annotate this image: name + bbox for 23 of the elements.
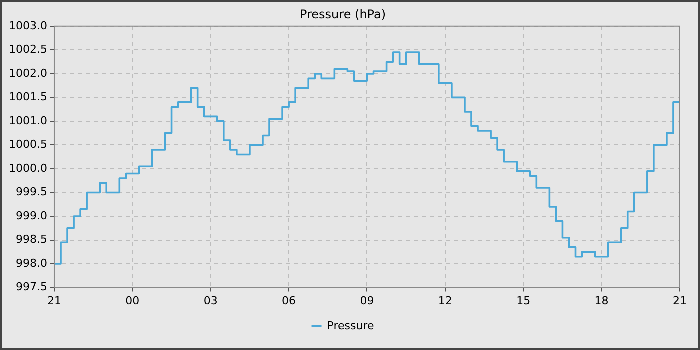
y-tick-label: 1001.0	[8, 114, 48, 128]
y-tick-label: 1000.5	[8, 138, 48, 152]
y-tick-label: 1003.0	[8, 19, 48, 32]
x-tick-label: 03	[204, 294, 218, 308]
y-tick-label: 999.0	[16, 209, 48, 222]
y-tick-label: 997.5	[16, 280, 48, 294]
x-tick-label: 15	[516, 294, 531, 308]
x-tick-label: 21	[673, 294, 687, 308]
y-tick-label: 1000.0	[8, 162, 48, 175]
y-tick-label: 998.0	[16, 256, 48, 270]
y-tick-label: 999.5	[16, 186, 48, 199]
legend-label: Pressure	[327, 319, 374, 332]
y-tick-label: 1001.5	[8, 90, 48, 104]
y-tick-label: 998.5	[16, 233, 48, 246]
x-tick-label: 18	[594, 294, 609, 308]
x-tick-label: 06	[282, 294, 296, 308]
x-tick-label: 12	[438, 294, 452, 308]
y-tick-label: 1002.0	[8, 66, 48, 80]
x-tick-label: 00	[126, 294, 140, 308]
x-tick-label: 09	[360, 294, 374, 308]
y-tick-label: 1002.5	[8, 43, 48, 56]
x-tick-label: 21	[47, 294, 62, 308]
chart-title: Pressure (hPa)	[300, 7, 386, 22]
